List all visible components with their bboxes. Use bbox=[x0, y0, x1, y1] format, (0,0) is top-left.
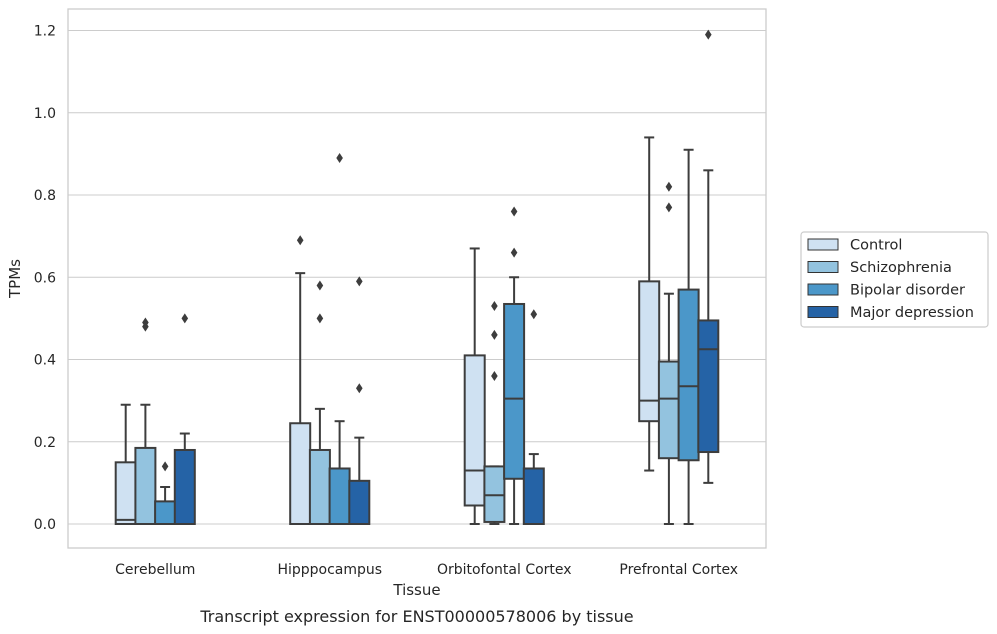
box-iqr bbox=[134, 446, 157, 526]
x-axis-ticks: Cerebellum Hipppocampus Orbitofontal Corte… bbox=[115, 562, 738, 578]
outlier-point bbox=[161, 461, 169, 472]
series-schizophrenia bbox=[134, 181, 680, 526]
box bbox=[348, 276, 371, 526]
outlier-point bbox=[510, 247, 518, 258]
y-tick-label: 0.0 bbox=[34, 517, 56, 533]
box-iqr bbox=[308, 448, 331, 526]
box-iqr bbox=[328, 467, 351, 526]
outlier-point bbox=[665, 181, 673, 192]
box-iqr bbox=[348, 479, 371, 526]
box-iqr bbox=[638, 280, 661, 423]
box bbox=[289, 235, 312, 525]
box bbox=[522, 309, 545, 526]
outlier-point bbox=[336, 152, 343, 163]
box-iqr bbox=[173, 448, 196, 526]
y-tick-label: 1.2 bbox=[34, 24, 56, 40]
y-axis-ticks: 0.0 0.2 0.4 0.6 0.8 1.0 1.2 bbox=[34, 24, 56, 534]
chart-caption: Transcript expression for ENST0000057800… bbox=[199, 607, 633, 626]
outlier-point bbox=[530, 309, 538, 320]
box-iqr bbox=[463, 354, 486, 507]
outlier-point bbox=[491, 301, 498, 312]
outlier-point bbox=[705, 29, 712, 40]
box-plot-series bbox=[114, 29, 720, 526]
y-tick-label: 0.6 bbox=[34, 270, 56, 286]
outlier-point bbox=[491, 370, 498, 381]
x-axis-title: Tissue bbox=[392, 581, 440, 599]
x-tick-label: Cerebellum bbox=[115, 562, 195, 578]
y-tick-label: 0.2 bbox=[34, 435, 56, 451]
y-axis-title: TPMs bbox=[6, 259, 24, 299]
legend-item: Major depression bbox=[807, 305, 974, 321]
legend-swatch bbox=[807, 306, 839, 318]
box bbox=[114, 403, 137, 525]
legend-swatch bbox=[807, 261, 839, 273]
series-bipolar-disorder bbox=[154, 148, 700, 526]
box-iqr bbox=[677, 288, 700, 462]
box bbox=[657, 181, 680, 525]
series-control bbox=[114, 136, 661, 525]
x-tick-label: Orbitofontal Cortex bbox=[437, 562, 572, 578]
x-tick-label: Prefrontal Cortex bbox=[619, 562, 738, 578]
plot-frame bbox=[67, 8, 767, 549]
box bbox=[697, 29, 720, 484]
x-tick-label: Hipppocampus bbox=[277, 562, 382, 578]
box-iqr bbox=[289, 422, 312, 525]
box bbox=[328, 152, 351, 526]
outlier-point bbox=[316, 313, 324, 324]
legend: Control Schizophrenia Bipolar disorder Majo… bbox=[800, 231, 989, 328]
outlier-point bbox=[356, 383, 363, 394]
box-iqr bbox=[503, 302, 526, 480]
box-iqr bbox=[114, 461, 137, 525]
y-tick-label: 0.4 bbox=[34, 353, 56, 369]
box-iqr bbox=[657, 360, 680, 460]
legend-swatch bbox=[807, 238, 839, 251]
box-iqr bbox=[483, 465, 506, 523]
legend-label: Major depression bbox=[850, 305, 974, 321]
outlier-point bbox=[491, 329, 498, 340]
outlier-point bbox=[316, 280, 324, 291]
outlier-point bbox=[665, 202, 673, 213]
outlier-point bbox=[296, 235, 304, 246]
legend-label: Schizophrenia bbox=[850, 260, 952, 276]
outlier-point bbox=[356, 276, 363, 287]
box-iqr bbox=[697, 319, 720, 454]
box bbox=[173, 313, 196, 526]
series-major-depression bbox=[173, 29, 720, 526]
box bbox=[134, 317, 157, 526]
legend-label: Control bbox=[850, 238, 902, 254]
legend-item: Bipolar disorder bbox=[807, 283, 965, 299]
box bbox=[483, 301, 506, 525]
y-tick-label: 0.8 bbox=[34, 188, 56, 204]
box bbox=[154, 461, 177, 526]
legend-label: Bipolar disorder bbox=[850, 283, 965, 299]
box bbox=[503, 206, 526, 525]
box-iqr bbox=[522, 467, 545, 526]
outlier-point bbox=[510, 206, 518, 217]
box bbox=[463, 247, 486, 525]
legend-swatch bbox=[807, 283, 839, 296]
box bbox=[638, 136, 661, 472]
outlier-point bbox=[142, 317, 149, 328]
legend-frame bbox=[800, 231, 989, 328]
y-tick-label: 1.0 bbox=[34, 106, 56, 122]
outlier-point bbox=[181, 313, 189, 324]
box bbox=[677, 148, 700, 525]
box bbox=[308, 280, 331, 526]
box-iqr bbox=[154, 500, 177, 526]
legend-item: Schizophrenia bbox=[807, 260, 952, 276]
legend-item: Control bbox=[807, 238, 902, 254]
